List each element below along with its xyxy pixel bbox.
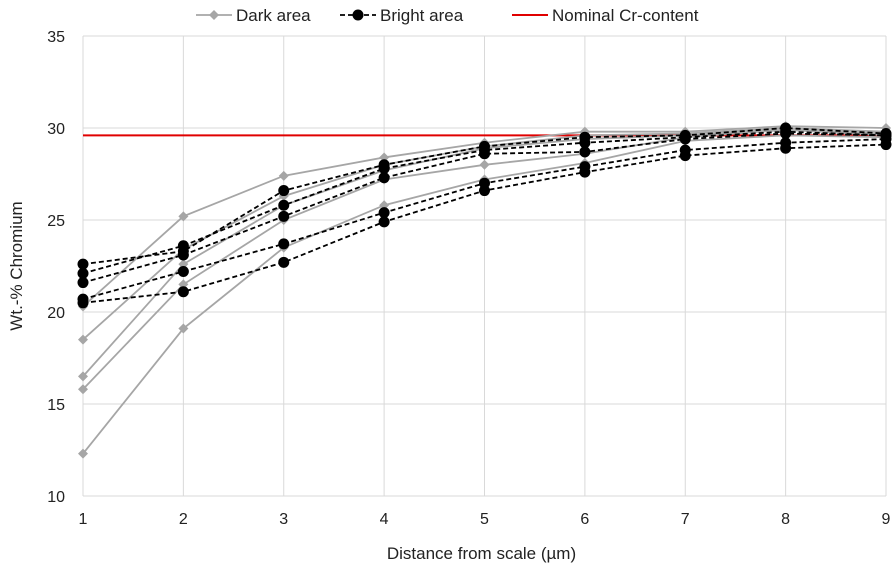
y-tick-label: 15 (47, 397, 65, 414)
dark-area-point (78, 334, 88, 345)
series-layer (77, 121, 892, 459)
x-tick-label: 1 (79, 511, 88, 528)
x-tick-label: 2 (179, 511, 188, 528)
bright-area-point (780, 128, 792, 140)
y-tick-label: 25 (47, 213, 65, 230)
grid (82, 35, 887, 497)
legend-label: Dark area (236, 6, 311, 25)
bright-area-point (77, 267, 89, 279)
x-tick-label: 4 (380, 511, 389, 528)
y-tick-label: 30 (47, 121, 65, 138)
bright-area-point (479, 148, 490, 160)
bright-area-point (77, 297, 89, 309)
bright-area-point (780, 142, 792, 154)
bright-area-point (77, 277, 89, 289)
bright-area-point (378, 172, 390, 184)
dark-area-point (78, 448, 88, 459)
legend-marker-diamond (209, 10, 219, 20)
bright-area-point (378, 216, 390, 228)
x-tick-label: 7 (681, 511, 690, 528)
bright-area-point (278, 256, 290, 268)
bright-area-point (278, 210, 290, 222)
x-tick-label: 9 (882, 511, 891, 528)
bright-area-line (82, 132, 887, 284)
dark-area-point (78, 371, 88, 382)
legend-label: Nominal Cr-content (552, 6, 699, 25)
bright-area-point (579, 137, 591, 149)
x-axis-title: Distance from scale (µm) (387, 544, 576, 563)
y-tick-label: 20 (47, 305, 65, 322)
legend: Dark area Bright area Nominal Cr-content (196, 6, 699, 25)
bright-area-point (378, 162, 390, 174)
tick-labels: 10 15 20 25 30 35 1 2 3 4 5 6 7 8 9 (47, 29, 890, 528)
dark-area-point (178, 323, 189, 334)
bright-area-point (278, 199, 290, 211)
bright-area-point (479, 185, 490, 197)
bright-area-point (579, 166, 591, 178)
legend-marker-circle (352, 9, 364, 21)
y-axis-title: Wt.-% Chromium (7, 201, 26, 330)
dark-area-point (178, 211, 189, 222)
bright-area-point (177, 249, 189, 261)
x-tick-label: 3 (279, 511, 288, 528)
bright-area-point (679, 133, 691, 145)
y-tick-label: 35 (47, 29, 65, 46)
legend-label: Bright area (380, 6, 464, 25)
dark-area-point (78, 384, 88, 395)
dark-area-point (278, 170, 289, 181)
x-tick-label: 6 (580, 511, 589, 528)
bright-area-point (278, 238, 290, 250)
bright-area-point (278, 185, 290, 197)
dark-area-point (479, 159, 490, 170)
bright-area-line (82, 130, 887, 275)
bright-area-point (177, 286, 189, 298)
x-tick-label: 8 (781, 511, 790, 528)
bright-area-point (177, 266, 189, 278)
bright-area-point (378, 207, 390, 219)
bright-area-point (77, 258, 89, 270)
y-tick-label: 10 (47, 489, 65, 506)
bright-area-point (177, 240, 189, 252)
bright-area-point (880, 139, 892, 151)
x-tick-label: 5 (480, 511, 489, 528)
bright-area-point (579, 146, 591, 158)
bright-area-point (679, 150, 691, 162)
